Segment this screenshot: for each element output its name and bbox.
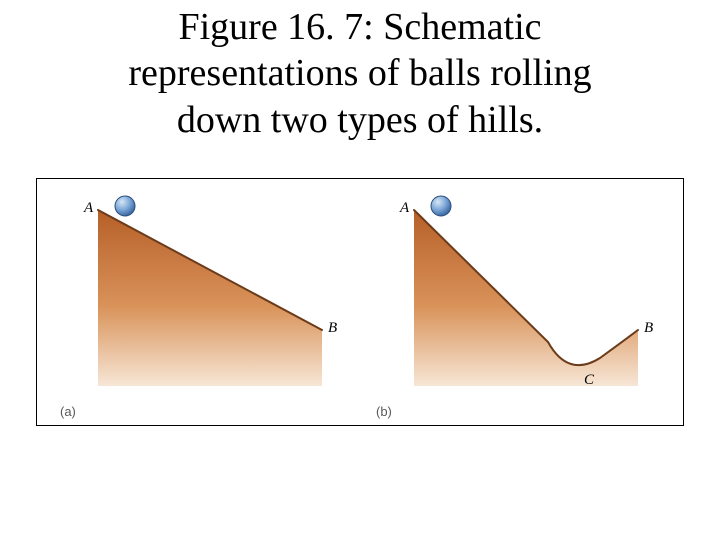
title-line-3: down two types of hills.	[0, 97, 720, 143]
hill-shape	[98, 210, 322, 386]
figure-title: Figure 16. 7: Schematic representations …	[0, 0, 720, 143]
panel-a: AB	[70, 190, 342, 386]
title-line-2: representations of balls rolling	[0, 50, 720, 96]
panel-b: A B C	[386, 190, 658, 386]
title-line-1: Figure 16. 7: Schematic	[0, 4, 720, 50]
point-label: B	[644, 320, 653, 336]
point-label: C	[584, 372, 595, 386]
point-label: A	[399, 200, 410, 216]
hill-shape	[414, 210, 638, 386]
panel-b-caption: (b)	[376, 404, 392, 419]
ball-icon	[431, 196, 451, 216]
point-label: A	[83, 200, 94, 216]
point-label: B	[328, 320, 337, 336]
panel-a-caption: (a)	[60, 404, 76, 419]
ball-icon	[115, 196, 135, 216]
